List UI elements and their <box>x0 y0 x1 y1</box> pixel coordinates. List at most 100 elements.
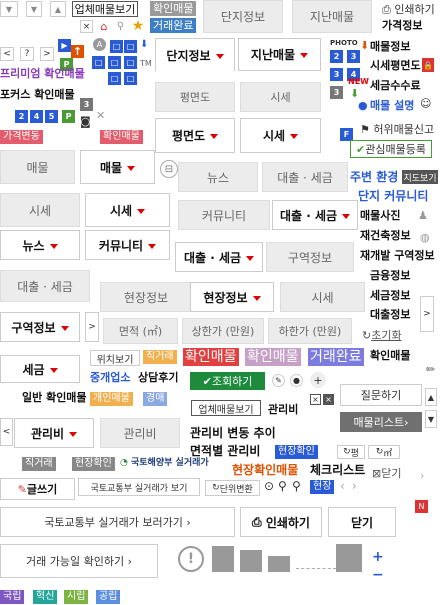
redevel-info[interactable]: 재개발 구역정보 <box>360 249 435 262</box>
num-icon: 4 <box>30 110 43 123</box>
tab-past-active[interactable]: 지난매물 <box>238 38 321 71</box>
tab-loan[interactable]: 대출 · 세금 <box>262 162 348 192</box>
price-info[interactable]: 가격정보 <box>382 19 423 32</box>
close-icon[interactable]: × <box>310 394 321 405</box>
chevron-left-icon[interactable]: < <box>0 418 13 446</box>
tab-news[interactable]: 뉴스 <box>178 162 258 192</box>
molit-view-button[interactable]: 국토교통부 실거래가 보기 <box>78 478 200 496</box>
listing-desc[interactable]: 매물 설명 <box>370 99 415 112</box>
tab-news-active[interactable]: 뉴스 <box>0 230 80 260</box>
avail-button[interactable]: 거래 가능일 확인하기 › <box>0 544 158 578</box>
chevron-right-icon[interactable]: > <box>40 47 54 61</box>
min-price-filter[interactable]: 하한가 (만원) <box>268 318 352 344</box>
listing-info[interactable]: 매물정보 <box>370 40 411 53</box>
agent-listings-button[interactable]: 업체매물보기 <box>72 1 138 17</box>
chevron-right-icon[interactable]: > <box>420 296 434 332</box>
chevron-down-icon[interactable]: ▼ <box>26 1 42 17</box>
report-link[interactable]: ⚑ 허위매물신고 <box>360 123 435 136</box>
listing-photos[interactable]: 매물사진 <box>360 209 401 222</box>
tab-price-5[interactable]: 시세 <box>280 282 365 312</box>
chevron-down-icon[interactable]: ▼ <box>0 1 18 17</box>
close-button[interactable]: 닫기 <box>328 507 396 537</box>
chevron-right-icon[interactable]: › <box>352 479 357 493</box>
finance-info[interactable]: 금융정보 <box>370 269 411 282</box>
photo-label: PHOTO <box>330 39 358 47</box>
tab-loan-3[interactable]: 대출 · 세금 <box>175 242 263 272</box>
pin-icon: ⚲ <box>292 479 301 493</box>
reset-link[interactable]: ↻초기화 <box>362 329 402 342</box>
tab-mgmt-inactive[interactable]: 관리비 <box>100 418 180 448</box>
tab-region[interactable]: 구역정보 <box>266 242 354 272</box>
dot-icon: ● <box>290 374 303 387</box>
help-icon[interactable]: ? <box>20 47 34 61</box>
max-price-filter[interactable]: 상한가 (만원) <box>182 318 264 344</box>
pyeong-button[interactable]: ↻ 평 <box>337 445 365 459</box>
area-filter[interactable]: 면적 (㎡) <box>103 318 178 344</box>
tab-community-active[interactable]: 커뮤니티 <box>85 230 170 260</box>
area-mgmt: 면적별 관리비 <box>190 444 261 458</box>
tab-region-active[interactable]: 구역정보 <box>0 312 80 342</box>
tab-listing-active[interactable]: 매물 <box>80 150 155 184</box>
chevron-left-icon[interactable]: ‹ <box>340 479 345 493</box>
chevron-right-icon[interactable]: ▲ <box>50 1 66 17</box>
molit-logo-icon: ◔ <box>120 458 128 468</box>
tab-floor[interactable]: 평면도 <box>155 82 235 112</box>
camera-icon: ◙ <box>80 115 91 128</box>
chevron-down-icon[interactable]: ▼ <box>425 410 437 428</box>
p-badge-icon: P <box>62 110 75 123</box>
view-button[interactable]: ✔ 조회하기 <box>190 372 265 390</box>
tab-floor-active[interactable]: 평면도 <box>155 118 235 153</box>
agent-listings-button-2[interactable]: 업체매물보기 <box>191 400 261 416</box>
print-link[interactable]: ⎙ 인쇄하기 <box>382 3 435 16</box>
tab-price-3[interactable]: 시세 <box>0 193 80 227</box>
watch-button[interactable]: ✔ 관심매물등록 <box>350 140 432 158</box>
tab-mgmt[interactable]: 관리비 <box>14 418 94 448</box>
search-icon[interactable]: ⚲ <box>116 21 125 32</box>
tab-loan-4[interactable]: 대출 · 세금 <box>0 270 90 302</box>
tab-tax[interactable]: 세금 <box>0 355 80 383</box>
question-button[interactable]: 질문하기 <box>340 384 422 406</box>
molit-go-button[interactable]: 국토교통부 실거래가 보러가기 › <box>0 507 235 537</box>
loan-info[interactable]: 대출정보 <box>370 308 411 321</box>
tab-price-active[interactable]: 시세 <box>240 118 321 153</box>
chevron-right-icon: › <box>127 554 132 568</box>
close-icon[interactable]: × <box>80 20 93 33</box>
minus-icon[interactable]: − <box>372 567 384 583</box>
refresh-icon: ↻ <box>343 447 351 457</box>
auction-badge: 경매 <box>143 392 168 406</box>
danji-comm[interactable]: 단지 커뮤니티 <box>358 189 429 203</box>
close-link[interactable]: ⊠닫기 <box>372 467 402 480</box>
tab-loan-active[interactable]: 대출 · 세금 <box>272 200 358 230</box>
chevron-right-icon[interactable]: > <box>85 312 99 342</box>
tab-price[interactable]: 시세 <box>240 82 321 112</box>
m2-button[interactable]: ↻ ㎡ <box>368 445 400 459</box>
tab-site-active[interactable]: 현장정보 <box>190 282 274 312</box>
recon-info[interactable]: 재건축정보 <box>360 229 411 242</box>
plus-icon[interactable]: + <box>372 549 384 565</box>
chevron-left-icon[interactable]: < <box>0 47 14 61</box>
main-env[interactable]: 주변 환경 <box>350 170 399 184</box>
print-button[interactable]: ⎙ 인쇄하기 <box>240 507 322 537</box>
tab-site[interactable]: 현장정보 <box>100 282 192 312</box>
tab-past[interactable]: 지난매물 <box>292 0 372 33</box>
tab-listing[interactable]: 매물 <box>0 150 75 184</box>
tax-info[interactable]: 세금정보 <box>370 289 411 302</box>
tab-danji-active[interactable]: 단지정보 <box>155 38 235 71</box>
write-button[interactable]: ✎ 글쓰기 <box>0 478 75 500</box>
tab-community[interactable]: 커뮤니티 <box>178 200 270 230</box>
unit-button[interactable]: ↻ 단위변환 <box>205 480 260 496</box>
plus-icon[interactable]: + <box>310 372 326 388</box>
tax-fee[interactable]: 세금수수료 <box>370 79 421 92</box>
star-icon[interactable]: ★ <box>131 18 145 34</box>
listing-list-button[interactable]: 매물리스트 › <box>340 412 422 432</box>
checklist-label: 체크리스트 <box>310 463 366 477</box>
market-floor[interactable]: 시세평면도 <box>370 59 421 72</box>
location-button[interactable]: 위치보기 <box>90 350 140 366</box>
tab-price-4[interactable]: 시세 <box>85 193 170 227</box>
close-icon[interactable]: × <box>323 394 334 405</box>
tab-danji[interactable]: 단지정보 <box>203 0 283 33</box>
map-view-button[interactable]: 지도보기 <box>402 170 438 184</box>
chevron-up-icon[interactable]: ▲ <box>425 388 437 406</box>
edit-icon[interactable]: ✎ <box>272 374 285 387</box>
user-icon: ☺ <box>420 97 432 110</box>
